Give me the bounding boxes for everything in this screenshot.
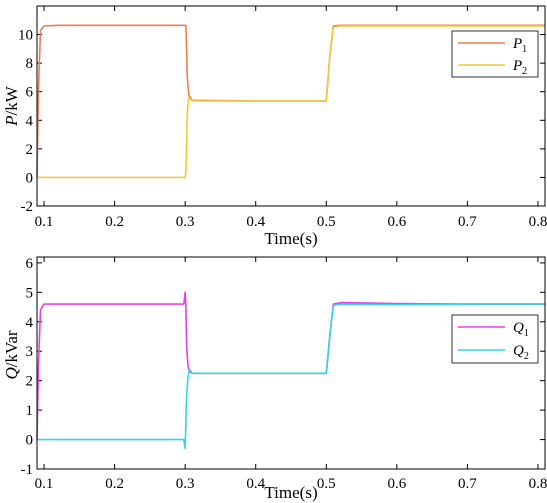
power-x-tick-label: 0.2 (105, 214, 124, 230)
reactive-y-tick-label: 4 (26, 315, 34, 331)
reactive-power-chart: 0.1 0.2 0.3 0.4 0.5 0.6 0.7 0.8 -1 0 1 2 3 4 5 6 Time(s… (2, 256, 547, 502)
power-y-tick-label: 10 (18, 28, 33, 44)
power-y-tick-label: 6 (26, 85, 34, 101)
power-x-tick-label: 0.3 (176, 214, 195, 230)
reactive-x-tick-label: 0.4 (246, 476, 265, 492)
reactive-y-tick-label: 5 (26, 285, 34, 301)
power-x-tick-label: 0.1 (35, 214, 54, 230)
power-legend: P1 P2 (451, 30, 539, 78)
reactive-y-axis-label: Q/kVar (2, 330, 21, 379)
reactive-y-tick-label: 1 (26, 403, 34, 419)
legend-label-q2: Q2 (513, 343, 529, 362)
power-axis-ticks: 0.1 0.2 0.3 0.4 0.5 0.6 0.7 0.8 -2 0 2 4 6 8 10 (18, 6, 547, 230)
power-y-tick-label: 2 (26, 142, 34, 158)
reactive-x-tick-label: 0.1 (35, 476, 54, 492)
reactive-legend-box (451, 314, 539, 364)
reactive-legend: Q1 Q2 (451, 314, 539, 364)
reactive-x-tick-label: 0.2 (105, 476, 124, 492)
reactive-x-tick-label: 0.5 (317, 476, 336, 492)
power-x-tick-label: 0.6 (387, 214, 406, 230)
power-x-tick-label: 0.5 (317, 214, 336, 230)
reactive-axis-ticks: 0.1 0.2 0.3 0.4 0.5 0.6 0.7 0.8 -1 0 1 2 3 4 5 6 (21, 256, 547, 492)
power-x-tick-label: 0.7 (458, 214, 477, 230)
reactive-x-axis-label: Time(s) (264, 483, 317, 502)
power-y-tick-label: 8 (26, 56, 34, 72)
reactive-y-tick-label: 3 (26, 344, 34, 360)
series-line-p1 (36, 24, 545, 178)
reactive-x-tick-label: 0.7 (458, 476, 477, 492)
power-legend-box (451, 30, 539, 78)
reactive-x-tick-label: 0.6 (387, 476, 406, 492)
reactive-plot-frame (36, 256, 546, 470)
reactive-y-tick-label: 0 (26, 433, 34, 449)
reactive-x-tick-label: 0.3 (176, 476, 195, 492)
reactive-series-lines (36, 291, 545, 450)
reactive-x-tick-label: 0.8 (529, 476, 547, 492)
reactive-y-tick-label: -1 (21, 462, 34, 478)
power-chart: 0.1 0.2 0.3 0.4 0.5 0.6 0.7 0.8 -2 0 2 4 6 8 10 Time(s… (2, 5, 547, 248)
series-line-p2 (37, 25, 545, 179)
legend-label-p1: P1 (512, 36, 527, 55)
reactive-y-tick-label: 6 (26, 256, 34, 272)
power-x-tick-label: 0.8 (529, 214, 547, 230)
power-x-tick-label: 0.4 (246, 214, 265, 230)
series-line-q1 (36, 291, 545, 440)
power-series-lines (36, 24, 545, 179)
power-y-tick-label: -2 (21, 199, 34, 215)
power-x-axis-label: Time(s) (264, 229, 317, 248)
power-y-axis-label: P/kW (2, 85, 21, 127)
reactive-y-tick-label: 2 (26, 374, 34, 390)
power-plot-frame (36, 5, 546, 207)
series-line-q2 (37, 303, 545, 450)
power-y-tick-label: 0 (26, 170, 34, 186)
legend-label-q1: Q1 (513, 320, 529, 339)
legend-label-p2: P2 (512, 58, 527, 77)
power-y-tick-label: 4 (26, 113, 34, 129)
